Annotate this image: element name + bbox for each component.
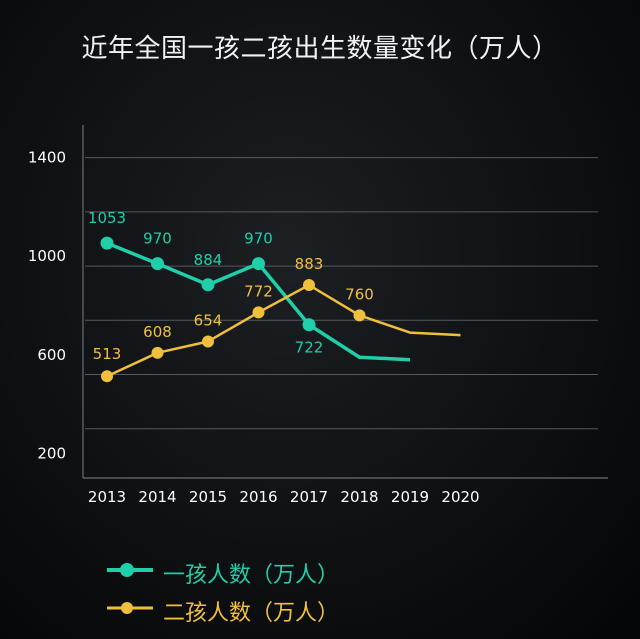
- data-label: 654: [194, 311, 223, 329]
- data-label: 608: [143, 323, 172, 341]
- y-tick-label: 200: [37, 444, 66, 462]
- data-label: 1053: [88, 209, 126, 227]
- x-tick-label: 2015: [189, 488, 227, 506]
- data-label: 883: [295, 255, 324, 273]
- legend-swatch-first-child: [107, 563, 153, 577]
- x-tick-label: 2016: [239, 488, 277, 506]
- data-point: [100, 236, 114, 250]
- legend-item-second-child: 二孩人数（万人）: [105, 594, 405, 626]
- data-label: 772: [244, 282, 273, 300]
- data-point: [252, 257, 265, 271]
- data-label: 722: [295, 339, 324, 357]
- data-point: [201, 278, 215, 292]
- legend-label-second-child: 二孩人数（万人）: [163, 601, 340, 626]
- y-tick-label: 1400: [28, 149, 66, 167]
- legend-label-first-child: 一孩人数（万人）: [163, 563, 340, 588]
- data-point: [202, 335, 214, 348]
- x-tick-label: 2017: [290, 488, 328, 506]
- data-point: [303, 279, 315, 292]
- data-label: 513: [93, 345, 122, 363]
- legend-item-first-child: 一孩人数（万人）: [105, 556, 405, 588]
- x-tick-label: 2014: [138, 488, 176, 506]
- legend-swatch-second-child: [107, 602, 153, 614]
- x-tick-label: 2013: [88, 488, 126, 506]
- data-point: [353, 309, 366, 322]
- legend-dot-second-child: [121, 602, 133, 614]
- data-label: 970: [143, 230, 172, 248]
- series-line: [106, 283, 461, 378]
- x-tick-label: 2019: [391, 488, 429, 506]
- y-tick-label: 600: [37, 346, 66, 364]
- y-tick-label: 1000: [28, 247, 66, 265]
- data-point: [302, 318, 316, 332]
- data-label: 760: [345, 285, 374, 303]
- data-label: 884: [194, 251, 223, 269]
- x-tick-label: 2020: [441, 488, 479, 506]
- data-point: [101, 370, 113, 383]
- data-point: [252, 306, 265, 319]
- data-point: [151, 346, 164, 359]
- data-label: 970: [244, 230, 273, 248]
- data-point: [151, 257, 164, 271]
- x-tick-label: 2018: [340, 488, 378, 506]
- chart-title: 近年全国一孩二孩出生数量变化（万人）: [81, 34, 559, 64]
- legend-dot-first-child: [120, 563, 134, 577]
